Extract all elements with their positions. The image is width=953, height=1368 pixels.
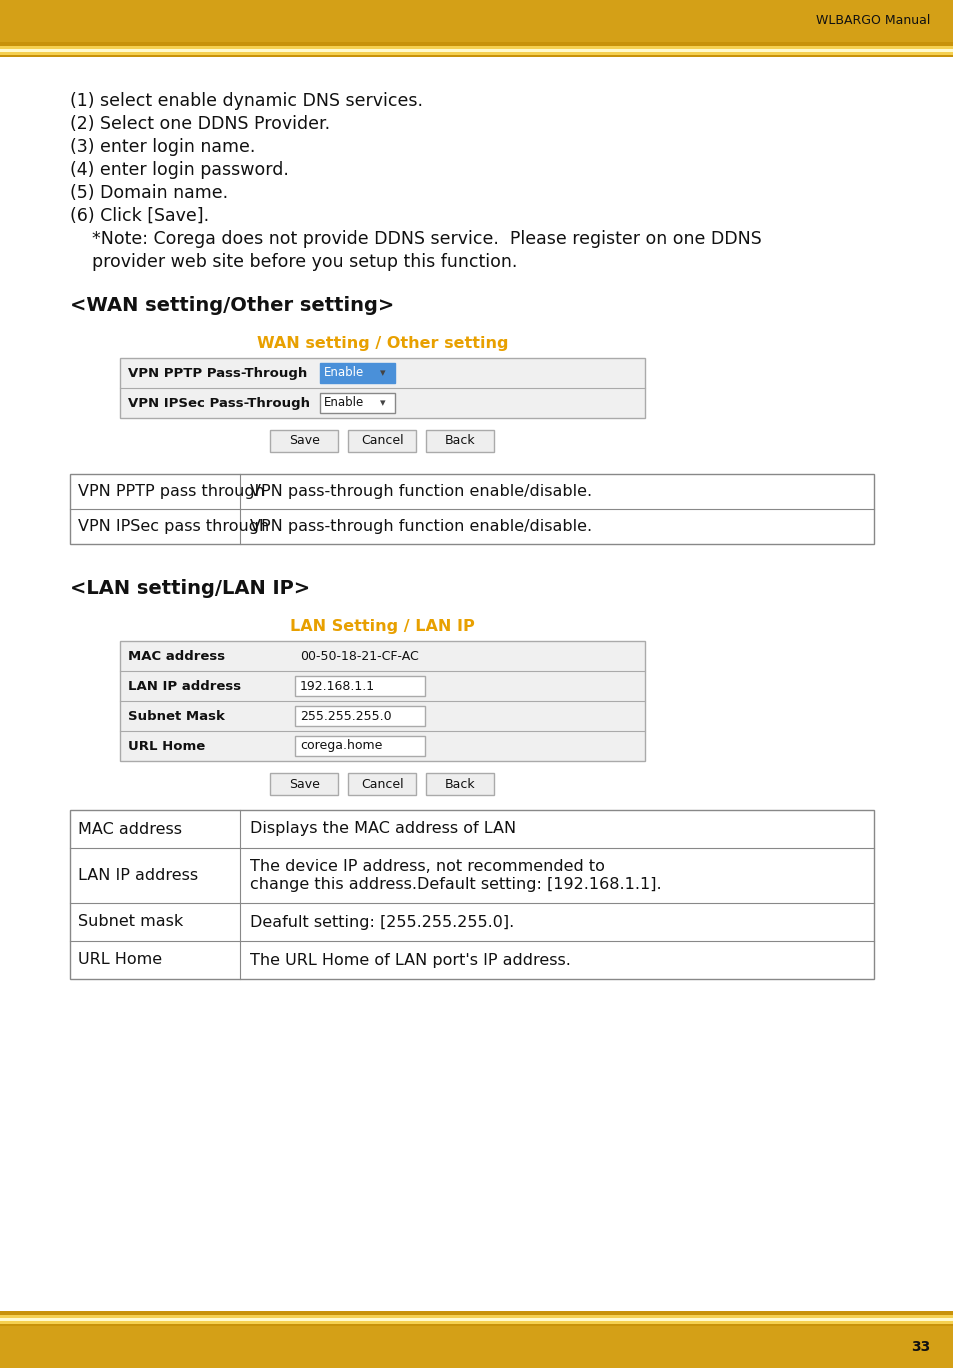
- Text: Back: Back: [445, 435, 476, 447]
- Text: corega.home: corega.home: [299, 740, 382, 752]
- Bar: [294, 736, 424, 757]
- Text: MAC address: MAC address: [78, 822, 182, 836]
- Bar: [348, 773, 416, 795]
- Text: ▾: ▾: [380, 398, 385, 408]
- Text: URL Home: URL Home: [128, 740, 205, 752]
- Bar: [319, 393, 395, 413]
- Text: (1) select enable dynamic DNS services.: (1) select enable dynamic DNS services.: [70, 92, 422, 109]
- Bar: [0, 1317, 953, 1321]
- Text: LAN IP address: LAN IP address: [128, 680, 241, 692]
- Bar: [70, 473, 873, 544]
- Text: VPN IPSec Pass-Through: VPN IPSec Pass-Through: [128, 397, 310, 409]
- Bar: [120, 358, 644, 419]
- Text: LAN Setting / LAN IP: LAN Setting / LAN IP: [290, 618, 475, 633]
- Bar: [271, 430, 338, 451]
- Text: Subnet mask: Subnet mask: [78, 914, 183, 929]
- Text: LAN IP address: LAN IP address: [78, 869, 198, 882]
- Bar: [0, 49, 953, 52]
- Text: 255.255.255.0: 255.255.255.0: [299, 710, 392, 722]
- Text: WAN setting / Other setting: WAN setting / Other setting: [256, 337, 508, 352]
- Text: *Note: Corega does not provide DDNS service.  Please register on one DDNS: *Note: Corega does not provide DDNS serv…: [70, 230, 760, 248]
- Text: VPN PPTP pass through: VPN PPTP pass through: [78, 484, 265, 499]
- Text: Back: Back: [445, 777, 476, 791]
- Text: VPN IPSec pass through: VPN IPSec pass through: [78, 518, 269, 534]
- Bar: [348, 430, 416, 451]
- Text: (5) Domain name.: (5) Domain name.: [70, 185, 228, 202]
- Bar: [319, 363, 395, 383]
- Bar: [426, 773, 494, 795]
- Text: <WAN setting/Other setting>: <WAN setting/Other setting>: [70, 295, 394, 315]
- Bar: [0, 1311, 953, 1315]
- Text: Cancel: Cancel: [361, 777, 403, 791]
- Text: WLBARGO Manual: WLBARGO Manual: [815, 15, 929, 27]
- Text: provider web site before you setup this function.: provider web site before you setup this …: [70, 253, 517, 271]
- Text: VPN pass-through function enable/disable.: VPN pass-through function enable/disable…: [250, 518, 592, 534]
- Bar: [0, 47, 953, 49]
- Text: Cancel: Cancel: [361, 435, 403, 447]
- Text: VPN pass-through function enable/disable.: VPN pass-through function enable/disable…: [250, 484, 592, 499]
- Bar: [0, 55, 953, 57]
- Text: (3) enter login name.: (3) enter login name.: [70, 138, 255, 156]
- Text: (2) Select one DDNS Provider.: (2) Select one DDNS Provider.: [70, 115, 330, 133]
- Bar: [0, 42, 953, 47]
- Text: ▾: ▾: [380, 368, 385, 378]
- Text: 192.168.1.1: 192.168.1.1: [299, 680, 375, 692]
- Text: <LAN setting/LAN IP>: <LAN setting/LAN IP>: [70, 579, 310, 598]
- Text: (6) Click [Save].: (6) Click [Save].: [70, 207, 209, 224]
- Bar: [0, 1324, 953, 1326]
- Bar: [0, 52, 953, 55]
- Bar: [0, 0, 953, 42]
- Bar: [0, 1326, 953, 1368]
- Text: The URL Home of LAN port's IP address.: The URL Home of LAN port's IP address.: [250, 952, 570, 967]
- Text: 00-50-18-21-CF-AC: 00-50-18-21-CF-AC: [299, 650, 418, 662]
- Text: Save: Save: [289, 435, 319, 447]
- Text: URL Home: URL Home: [78, 952, 162, 967]
- Text: Save: Save: [289, 777, 319, 791]
- Bar: [0, 1321, 953, 1324]
- Bar: [294, 676, 424, 696]
- Text: (4) enter login password.: (4) enter login password.: [70, 161, 289, 179]
- Text: The device IP address, not recommended to
change this address.Default setting: [: The device IP address, not recommended t…: [250, 859, 661, 892]
- Bar: [271, 773, 338, 795]
- Bar: [0, 1315, 953, 1317]
- Text: MAC address: MAC address: [128, 650, 225, 662]
- Text: Deafult setting: [255.255.255.0].: Deafult setting: [255.255.255.0].: [250, 914, 514, 929]
- Text: Subnet Mask: Subnet Mask: [128, 710, 225, 722]
- Text: Displays the MAC address of LAN: Displays the MAC address of LAN: [250, 822, 516, 836]
- Bar: [70, 810, 873, 979]
- Text: 33: 33: [910, 1341, 929, 1354]
- Bar: [426, 430, 494, 451]
- Bar: [120, 642, 644, 761]
- Text: Enable: Enable: [324, 397, 364, 409]
- Bar: [294, 706, 424, 726]
- Text: Enable: Enable: [324, 367, 364, 379]
- Text: VPN PPTP Pass-Through: VPN PPTP Pass-Through: [128, 367, 307, 379]
